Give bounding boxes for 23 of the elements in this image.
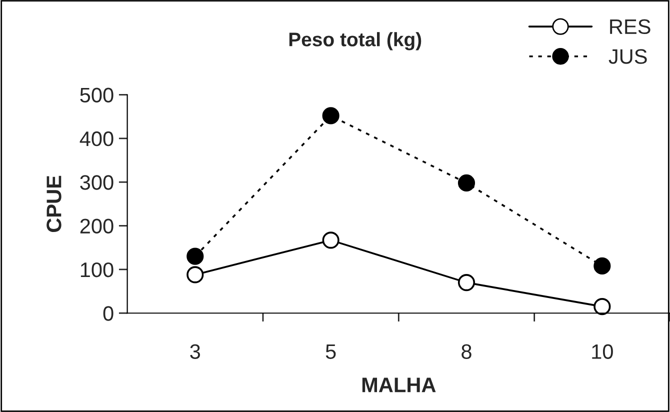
y-tick-label: 300	[80, 175, 114, 190]
point	[594, 257, 611, 274]
y-tick-label: 500	[80, 88, 114, 103]
point	[186, 266, 204, 284]
point	[594, 298, 611, 316]
point	[322, 232, 340, 249]
y-tick-label: 0	[103, 306, 114, 321]
y-axis-title: CPUE	[46, 176, 62, 232]
y-tick-label: 100	[80, 262, 114, 278]
legend-label: JUS	[608, 49, 647, 64]
point	[458, 274, 476, 292]
y-tick-label: 400	[80, 131, 114, 146]
point	[186, 248, 204, 265]
x-tick-label: 3	[190, 344, 200, 359]
x-tick-label: 8	[462, 344, 472, 359]
x-tick-label: 5	[326, 344, 336, 359]
legend-label: RES	[610, 19, 650, 34]
y-tick-label: 200	[80, 218, 114, 234]
x-axis-title: MALHA	[362, 378, 436, 392]
point	[322, 107, 340, 124]
x-tick-label: 10	[592, 344, 613, 359]
point	[458, 174, 476, 192]
chart-title: Peso total (kg)	[289, 32, 422, 50]
